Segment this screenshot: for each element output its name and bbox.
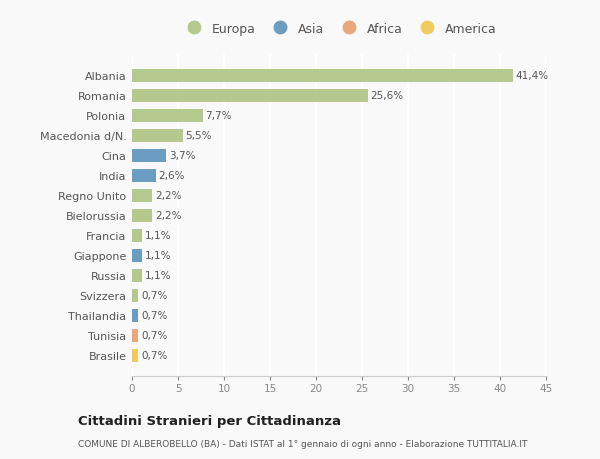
Bar (132, 129, 182, 142)
Bar (132, 150, 166, 162)
Text: Cittadini Stranieri per Cittadinanza: Cittadini Stranieri per Cittadinanza (78, 414, 341, 428)
Bar (132, 309, 139, 322)
Bar (132, 289, 139, 302)
Text: 1,1%: 1,1% (145, 251, 172, 261)
Bar (132, 249, 142, 262)
Bar (132, 229, 142, 242)
Text: 2,2%: 2,2% (155, 211, 182, 221)
Legend: Europa, Asia, Africa, America: Europa, Asia, Africa, America (181, 23, 497, 36)
Bar (132, 349, 139, 362)
Bar (132, 189, 152, 202)
Text: 3,7%: 3,7% (169, 151, 196, 161)
Text: 1,1%: 1,1% (145, 231, 172, 241)
Text: 2,2%: 2,2% (155, 191, 182, 201)
Text: 25,6%: 25,6% (370, 91, 403, 101)
Bar (132, 90, 368, 102)
Text: 1,1%: 1,1% (145, 270, 172, 280)
Bar (132, 110, 203, 123)
Text: 41,4%: 41,4% (515, 71, 549, 81)
Text: 0,7%: 0,7% (141, 350, 167, 360)
Bar (132, 209, 152, 222)
Text: COMUNE DI ALBEROBELLO (BA) - Dati ISTAT al 1° gennaio di ogni anno - Elaborazion: COMUNE DI ALBEROBELLO (BA) - Dati ISTAT … (78, 439, 527, 448)
Text: 5,5%: 5,5% (185, 131, 212, 141)
Text: 0,7%: 0,7% (141, 310, 167, 320)
Text: 0,7%: 0,7% (141, 291, 167, 301)
Text: 2,6%: 2,6% (158, 171, 185, 181)
Text: 7,7%: 7,7% (206, 111, 232, 121)
Bar (132, 269, 142, 282)
Bar (132, 169, 156, 182)
Text: 0,7%: 0,7% (141, 330, 167, 340)
Bar (132, 329, 139, 342)
Bar (132, 70, 513, 83)
